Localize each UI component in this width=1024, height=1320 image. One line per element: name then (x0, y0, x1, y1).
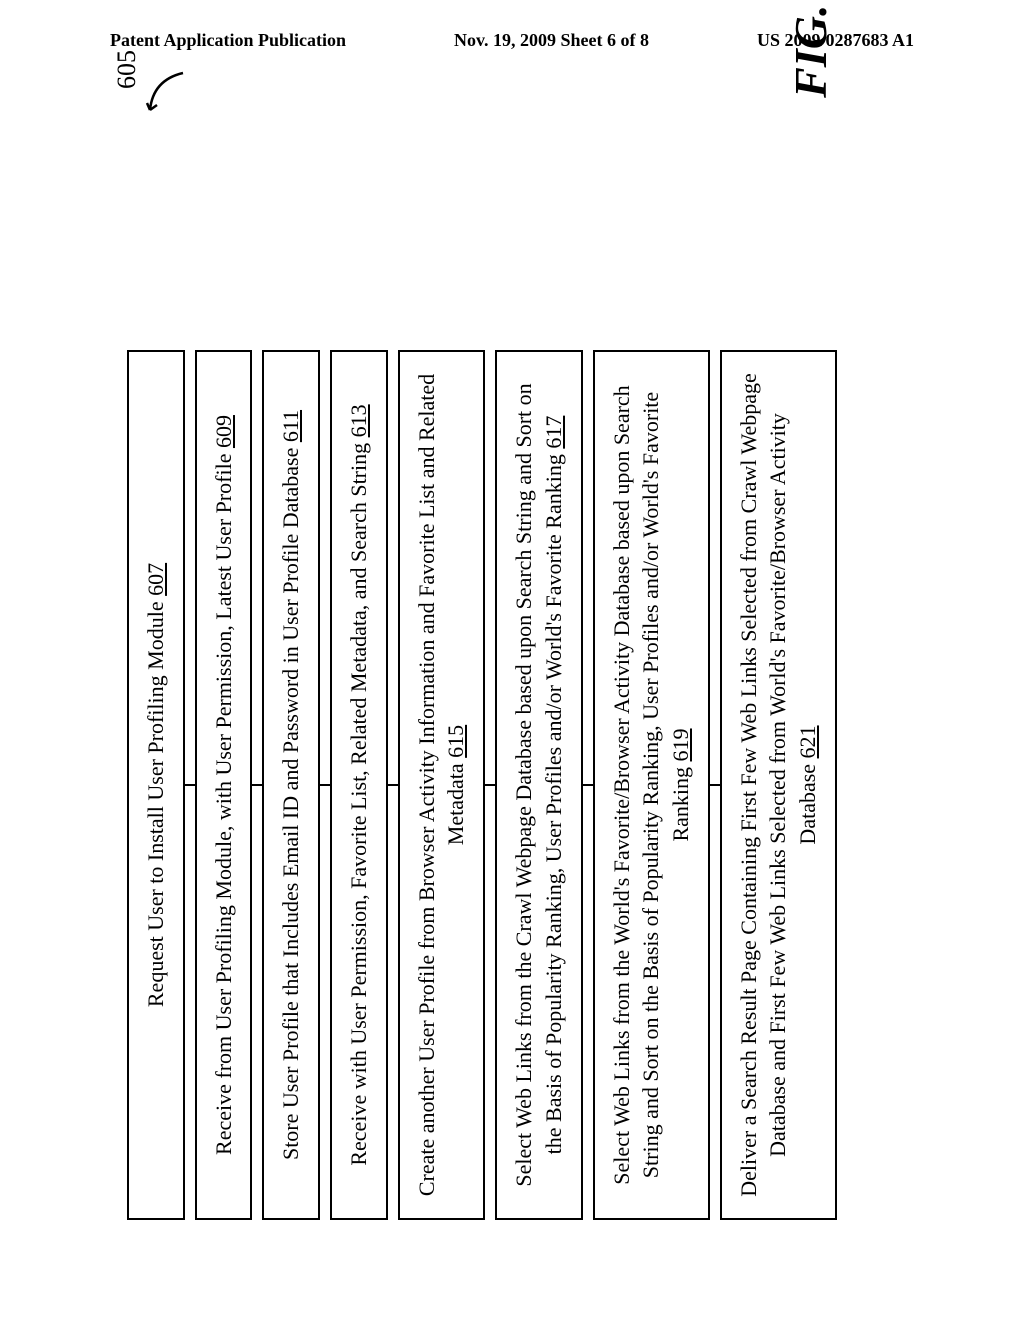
flow-box: Receive with User Permission, Favorite L… (330, 350, 388, 1220)
flow-box-text: Receive with User Permission, Favorite L… (346, 437, 371, 1165)
flow-box-ref: 619 (668, 728, 693, 761)
flow-connector (388, 784, 398, 787)
figure-content: Request User to Install User Profiling M… (127, 140, 887, 1220)
flow-box-ref: 609 (211, 415, 236, 448)
flow-box-text: Store User Profile that Includes Email I… (278, 442, 303, 1160)
flow-box: Create another User Profile from Browser… (398, 350, 485, 1220)
flow-box: Select Web Links from the World's Favori… (593, 350, 710, 1220)
flow-box-ref: 617 (541, 416, 566, 449)
flow-connector (185, 784, 195, 787)
header-left: Patent Application Publication (110, 30, 346, 51)
flow-box-ref: 607 (143, 563, 168, 596)
flow-box-text: Request User to Install User Profiling M… (143, 596, 168, 1007)
reference-number-605: 605 (112, 50, 142, 89)
flow-connector (710, 784, 720, 787)
rotated-figure-area: Request User to Install User Profiling M… (0, 283, 1024, 1077)
flowchart: Request User to Install User Profiling M… (127, 350, 837, 1220)
flow-box: Deliver a Search Result Page Containing … (720, 350, 837, 1220)
flow-box: Request User to Install User Profiling M… (127, 350, 185, 1220)
curve-arrow-icon (145, 65, 190, 115)
flow-box-text: Deliver a Search Result Page Containing … (736, 373, 820, 1197)
flow-connector (583, 784, 593, 787)
header-center: Nov. 19, 2009 Sheet 6 of 8 (454, 30, 649, 51)
flow-box-text: Select Web Links from the World's Favori… (609, 385, 693, 1184)
flow-box: Select Web Links from the Crawl Webpage … (495, 350, 582, 1220)
flow-connector (252, 784, 262, 787)
flow-connector (320, 784, 330, 787)
flow-box-text: Receive from User Profiling Module, with… (211, 448, 236, 1155)
flow-box: Receive from User Profiling Module, with… (195, 350, 253, 1220)
flow-box-ref: 611 (278, 410, 303, 442)
flow-box-text: Create another User Profile from Browser… (414, 374, 469, 1196)
flow-connector (485, 784, 495, 787)
page-header: Patent Application Publication Nov. 19, … (0, 0, 1024, 61)
flow-box-ref: 615 (443, 725, 468, 758)
flow-box: Store User Profile that Includes Email I… (262, 350, 320, 1220)
flow-box-text: Select Web Links from the Crawl Webpage … (511, 383, 566, 1186)
flow-box-ref: 621 (795, 725, 820, 758)
flow-box-ref: 613 (346, 404, 371, 437)
figure-label: FIG. 6 (784, 0, 837, 98)
